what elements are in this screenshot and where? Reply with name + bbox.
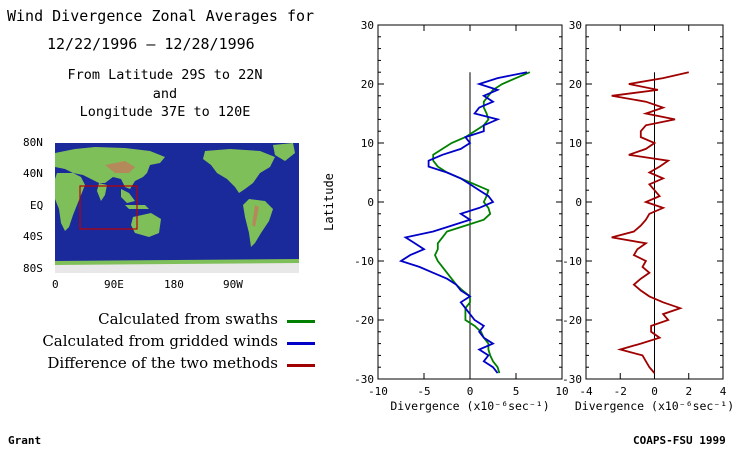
y-tick-label: 0 (575, 196, 582, 209)
x-tick-label: 4 (720, 385, 727, 398)
legend-label-gridded: Calculated from gridded winds (42, 332, 278, 350)
footer-author: Grant (8, 434, 42, 447)
x-tick-label: 0 (651, 385, 658, 398)
y-tick-label: -20 (562, 314, 582, 327)
map-lat-label-80s: 80S (23, 262, 43, 275)
series-line-0 (432, 71, 531, 374)
map-lat-label-40s: 40S (23, 230, 43, 243)
region-line-1: From Latitude 29S to 22N (67, 67, 263, 83)
series-line-0 (611, 71, 690, 374)
map-lat-label-40n: 40N (23, 167, 43, 180)
map-lon-label-0: 0 (52, 278, 59, 291)
y-tick-label: 0 (367, 196, 374, 209)
legend-swatch-swaths (287, 320, 315, 323)
y-tick-label: 20 (569, 78, 582, 91)
y-tick-label: 10 (569, 137, 582, 150)
x-axis-label: Divergence (x10⁻⁶sec⁻¹) (390, 399, 549, 413)
chart-title: Wind Divergence Zonal Averages for (7, 7, 315, 25)
map-highlands (55, 161, 299, 273)
y-axis-label: Latitude (322, 173, 336, 231)
y-tick-label: -20 (354, 314, 374, 327)
series-line-1 (398, 71, 528, 374)
map-lon-label-90e: 90E (104, 278, 124, 291)
map-lat-label-eq: EQ (30, 199, 44, 212)
y-tick-label: -30 (354, 373, 374, 386)
divergence-plot: -30 -20 -10 0 10 20 30 -10 -5 0 5 10 Divergence (x10… (322, 19, 569, 413)
x-tick-label: 2 (685, 385, 692, 398)
map-lat-label-80n: 80N (23, 136, 43, 149)
footer-credit: COAPS-FSU 1999 (633, 434, 726, 447)
y-tick-label: -10 (354, 255, 374, 268)
y-tick-label: 30 (569, 19, 582, 32)
legend-label-difference: Difference of the two methods (47, 354, 278, 372)
y-tick-label: 20 (361, 78, 374, 91)
map-lon-label-180: 180 (164, 278, 184, 291)
world-map-svg (55, 143, 299, 273)
x-tick-label: -2 (614, 385, 627, 398)
y-tick-label: -10 (562, 255, 582, 268)
y-tick-label: 30 (361, 19, 374, 32)
y-tick-label: -30 (562, 373, 582, 386)
x-tick-label: 10 (555, 385, 568, 398)
region-line-2: and (152, 86, 178, 102)
world-map (55, 143, 299, 273)
x-tick-label: -4 (579, 385, 593, 398)
y-tick-label: 10 (361, 137, 374, 150)
legend-swatch-difference (287, 364, 315, 367)
x-axis-label: Divergence (x10⁻⁶sec⁻¹) (575, 399, 734, 413)
x-tick-label: -10 (368, 385, 388, 398)
date-range: 12/22/1996 – 12/28/1996 (47, 35, 255, 53)
region-box (79, 185, 138, 230)
x-tick-label: -5 (417, 385, 430, 398)
x-tick-label: 0 (467, 385, 474, 398)
legend-label-swaths: Calculated from swaths (98, 310, 278, 328)
x-tick-label: 5 (513, 385, 520, 398)
region-line-3: Longitude 37E to 120E (79, 104, 251, 120)
legend-swatch-gridded (287, 342, 315, 345)
map-lon-label-90w: 90W (223, 278, 243, 291)
